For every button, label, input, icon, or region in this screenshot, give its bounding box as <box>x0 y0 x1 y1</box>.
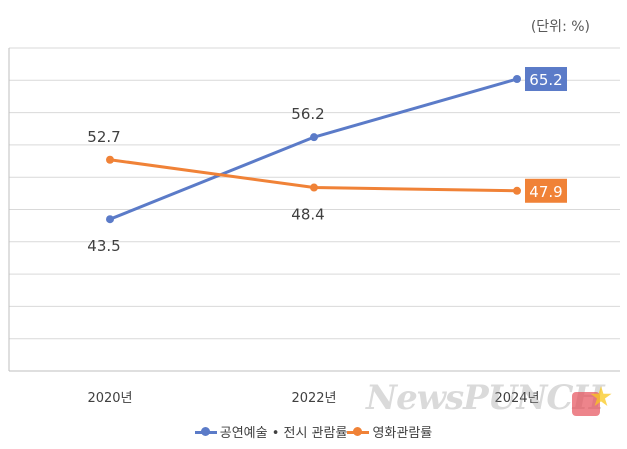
legend-item-movie: 영화관람률 <box>347 422 432 441</box>
data-labels: 43.5 56.2 65.2 52.7 48.4 47.9 <box>87 67 567 255</box>
data-point <box>513 75 521 84</box>
x-tick-label: 2022년 <box>291 391 336 406</box>
data-point <box>310 133 318 142</box>
data-label-box <box>525 178 567 203</box>
data-label: 48.4 <box>291 206 324 224</box>
x-tick-label: 2024년 <box>494 391 539 406</box>
data-label-box <box>525 67 567 92</box>
legend-label-performance: 공연예술 • 전시 관람률 <box>219 426 348 441</box>
legend-item-performance: 공연예술 • 전시 관람률 <box>194 422 348 441</box>
series-lines <box>109 77 518 221</box>
newspunch-watermark: NewsPUNCH <box>366 378 605 418</box>
x-tick-label: 2020년 <box>87 391 132 406</box>
legend: 공연예술 • 전시 관람률 영화관람률 <box>0 422 627 441</box>
data-points <box>106 75 521 224</box>
data-label: 56.2 <box>291 105 324 123</box>
data-point <box>106 215 114 224</box>
x-tick-labels: 2020년 2022년 2024년 <box>87 391 539 406</box>
legend-label-movie: 영화관람률 <box>372 426 433 441</box>
data-label: 52.7 <box>87 128 120 146</box>
legend-swatch-orange <box>347 426 370 437</box>
data-point <box>310 183 318 192</box>
data-label: 65.2 <box>529 71 562 89</box>
data-label: 43.5 <box>87 237 120 255</box>
legend-swatch-blue <box>194 426 217 437</box>
data-label: 47.9 <box>529 183 562 201</box>
series-line-0 <box>109 77 518 221</box>
unit-label: (단위: %) <box>530 19 590 35</box>
data-point <box>513 186 521 195</box>
data-point <box>106 155 114 164</box>
